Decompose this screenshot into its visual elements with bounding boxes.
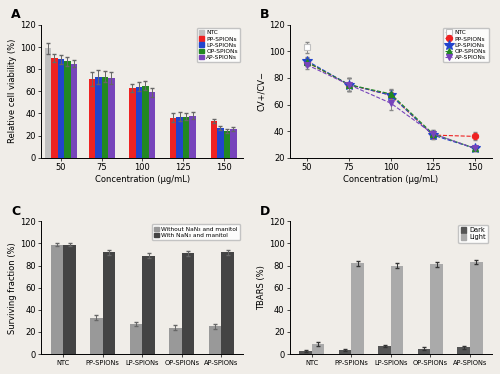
Bar — [50, 245, 63, 354]
Bar — [470, 262, 482, 354]
Bar — [299, 351, 312, 354]
Bar — [230, 129, 236, 157]
Bar — [129, 88, 136, 157]
Legend: Without NaN₃ and manitol, With NaN₃ and manitol: Without NaN₃ and manitol, With NaN₃ and … — [152, 224, 240, 240]
Bar — [136, 87, 142, 157]
Bar — [142, 86, 148, 157]
Bar — [418, 349, 430, 354]
Bar — [63, 245, 76, 354]
Bar — [170, 118, 176, 157]
Bar — [51, 58, 58, 157]
Bar — [457, 347, 470, 354]
Bar — [217, 128, 224, 157]
Bar — [58, 59, 64, 157]
Bar — [70, 64, 77, 157]
Text: A: A — [11, 8, 21, 21]
Bar — [44, 48, 51, 157]
X-axis label: Concentration (μg/mL): Concentration (μg/mL) — [94, 175, 190, 184]
Bar — [130, 324, 142, 354]
Bar — [221, 252, 234, 354]
Bar — [176, 117, 183, 157]
Bar — [210, 121, 217, 157]
Bar — [224, 131, 230, 157]
Text: C: C — [11, 205, 20, 218]
Bar — [142, 256, 155, 354]
Bar — [169, 328, 181, 354]
Bar — [148, 92, 155, 157]
Bar — [182, 254, 194, 354]
Bar — [183, 117, 190, 157]
Y-axis label: TBARS (%): TBARS (%) — [257, 265, 266, 310]
Bar — [102, 77, 108, 157]
Bar — [102, 252, 116, 354]
Legend: NTC, PP-SPIONs, LP-SPIONs, OP-SPIONs, AP-SPIONs: NTC, PP-SPIONs, LP-SPIONs, OP-SPIONs, AP… — [443, 28, 488, 62]
Legend: Dark, Light: Dark, Light — [458, 225, 488, 243]
Bar — [352, 263, 364, 354]
Bar — [108, 78, 114, 157]
Bar — [64, 61, 70, 157]
Y-axis label: CV+/CV−: CV+/CV− — [257, 71, 266, 111]
Y-axis label: Surviving fraction (%): Surviving fraction (%) — [8, 242, 18, 334]
Y-axis label: Relative cell viability (%): Relative cell viability (%) — [8, 39, 18, 144]
X-axis label: Concentration (μg/mL): Concentration (μg/mL) — [344, 175, 438, 184]
Bar — [190, 116, 196, 157]
Bar — [338, 350, 351, 354]
Bar — [95, 77, 102, 157]
Bar — [312, 344, 324, 354]
Bar — [88, 79, 95, 157]
Bar — [378, 346, 391, 354]
Bar — [391, 266, 404, 354]
Legend: NTC, PP-SPIONs, LP-SPIONs, OP-SPIONs, AP-SPIONs: NTC, PP-SPIONs, LP-SPIONs, OP-SPIONs, AP… — [197, 28, 240, 62]
Text: D: D — [260, 205, 270, 218]
Bar — [90, 318, 102, 354]
Bar — [430, 264, 443, 354]
Bar — [208, 327, 221, 354]
Text: B: B — [260, 8, 270, 21]
